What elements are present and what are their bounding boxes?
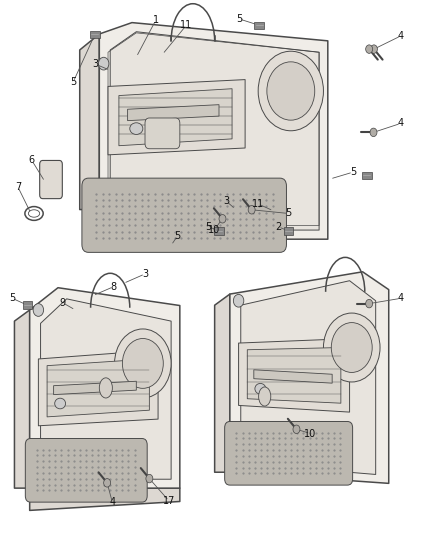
Polygon shape (230, 272, 389, 483)
Circle shape (122, 338, 163, 389)
Circle shape (323, 313, 380, 382)
Text: 5: 5 (350, 167, 356, 177)
Polygon shape (30, 288, 180, 488)
Circle shape (99, 57, 109, 70)
Polygon shape (241, 281, 376, 474)
FancyBboxPatch shape (25, 439, 147, 502)
Text: 5: 5 (205, 222, 212, 232)
Text: 5: 5 (286, 208, 292, 219)
Polygon shape (41, 299, 171, 479)
Circle shape (115, 329, 171, 398)
Bar (362, 172, 372, 179)
Bar (284, 227, 293, 235)
Bar (254, 21, 264, 29)
Text: 4: 4 (398, 293, 404, 303)
Text: 3: 3 (92, 59, 98, 69)
Bar (90, 30, 100, 38)
Circle shape (293, 425, 300, 433)
Bar (214, 227, 224, 235)
Polygon shape (30, 488, 180, 511)
Polygon shape (39, 350, 158, 426)
Circle shape (104, 479, 111, 487)
Circle shape (248, 206, 255, 214)
Polygon shape (108, 79, 245, 155)
Text: 1: 1 (153, 15, 159, 25)
Text: 17: 17 (163, 496, 175, 506)
FancyBboxPatch shape (82, 178, 286, 252)
Text: 5: 5 (9, 293, 15, 303)
FancyBboxPatch shape (145, 118, 180, 149)
Text: 6: 6 (29, 156, 35, 165)
FancyBboxPatch shape (40, 160, 62, 199)
Circle shape (370, 128, 377, 136)
Circle shape (366, 45, 373, 53)
Circle shape (233, 294, 244, 307)
Polygon shape (47, 359, 149, 417)
Text: 3: 3 (142, 269, 148, 279)
Polygon shape (14, 310, 30, 488)
Bar (23, 302, 32, 309)
Text: 8: 8 (111, 281, 117, 292)
Text: 5: 5 (236, 14, 242, 24)
Polygon shape (254, 370, 332, 383)
Text: 4: 4 (398, 31, 404, 41)
Circle shape (219, 215, 226, 223)
Ellipse shape (255, 383, 266, 394)
Polygon shape (119, 88, 232, 146)
Text: 11: 11 (252, 199, 264, 209)
Text: 5: 5 (174, 231, 181, 241)
Circle shape (146, 474, 153, 483)
Ellipse shape (130, 123, 143, 134)
Polygon shape (53, 381, 136, 394)
Text: 10: 10 (208, 225, 220, 236)
Text: 9: 9 (59, 297, 65, 308)
Text: 4: 4 (110, 497, 116, 507)
Ellipse shape (99, 378, 113, 398)
Text: 7: 7 (15, 182, 21, 192)
Text: 4: 4 (398, 118, 404, 128)
Polygon shape (215, 294, 230, 472)
Ellipse shape (258, 387, 271, 406)
Polygon shape (110, 32, 319, 230)
Polygon shape (239, 338, 350, 412)
Polygon shape (247, 348, 341, 403)
Circle shape (331, 322, 372, 373)
Text: 10: 10 (304, 429, 317, 439)
Circle shape (33, 304, 44, 317)
Polygon shape (127, 104, 219, 120)
Circle shape (366, 300, 373, 308)
Text: 3: 3 (223, 196, 230, 206)
Text: 2: 2 (275, 222, 281, 232)
Circle shape (258, 51, 323, 131)
Polygon shape (80, 34, 99, 209)
Text: 5: 5 (70, 77, 76, 87)
FancyBboxPatch shape (225, 422, 353, 485)
Circle shape (267, 62, 315, 120)
Ellipse shape (28, 210, 40, 217)
Polygon shape (99, 22, 328, 239)
Text: 11: 11 (180, 20, 192, 30)
Ellipse shape (55, 398, 66, 409)
Circle shape (371, 45, 378, 53)
